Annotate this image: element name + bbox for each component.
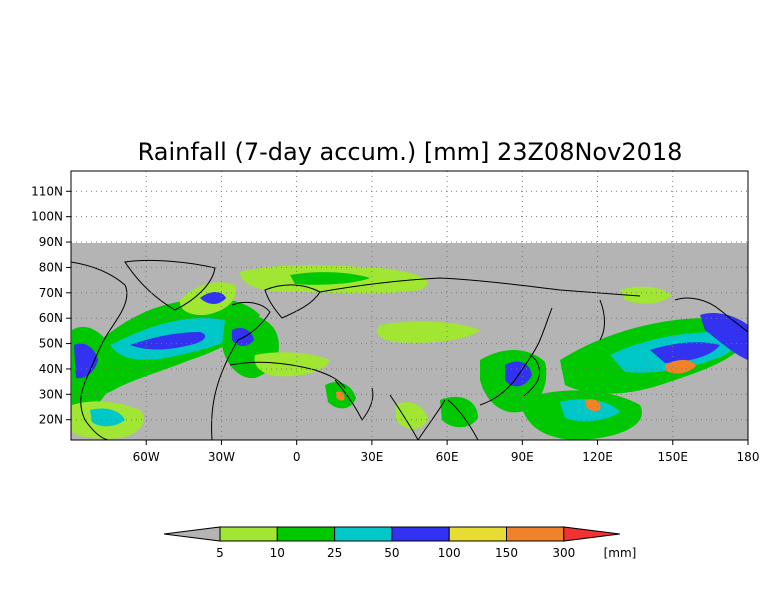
rain-region-caribbean-cyan	[90, 408, 125, 427]
coastline-india	[389, 394, 446, 440]
lon-tick-label: 60E	[436, 450, 459, 464]
colorbar-box	[448, 526, 508, 542]
lat-tick-label: 50N	[39, 337, 63, 351]
rain-region-mediterranean	[254, 352, 330, 377]
lat-tick-label: 110N	[31, 184, 63, 198]
colorbar: 5 10 25 50 100 150 300 [mm]	[163, 526, 637, 560]
lat-tick-label: 30N	[39, 387, 63, 401]
latitude-axis: 110N 100N 90N 80N 70N 60N 50N 40N 30N 20N	[31, 184, 71, 427]
coastline-europe-africa	[211, 301, 271, 440]
colorbar-label: 25	[327, 546, 342, 560]
rain-region-north-pacific-orange	[665, 359, 696, 374]
rain-region-central-asia	[376, 321, 480, 343]
map-title: Rainfall (7-day accum.) [mm] 23Z08Nov201…	[138, 138, 683, 166]
rain-region-arctic-green	[290, 272, 370, 285]
colorbar-box	[334, 526, 393, 542]
lat-tick-label: 60N	[39, 311, 63, 325]
plot-frame	[70, 170, 749, 441]
coastline-mediterranean	[229, 361, 346, 389]
lat-tick-label: 100N	[31, 210, 63, 224]
rainfall-field	[71, 259, 748, 440]
coastline-greenland	[124, 259, 216, 311]
longitude-axis: 60W30W030E60E90E120E150E180150W	[133, 440, 760, 464]
colorbar-box	[219, 526, 278, 542]
rain-region-nw-america	[700, 313, 748, 360]
lat-tick-label: 70N	[39, 286, 63, 300]
colorbar-box	[506, 526, 565, 542]
rain-region-iceland-blue	[200, 292, 226, 305]
colorbar-label: 10	[270, 546, 285, 560]
colorbar-label: 300	[552, 546, 575, 560]
plot-area	[70, 170, 749, 441]
plot-background	[71, 171, 748, 243]
coastline-kamchatka	[599, 299, 605, 341]
rain-region-bay-of-bengal	[440, 396, 478, 428]
lon-tick-label: 120E	[582, 450, 613, 464]
colorbar-label: 100	[438, 546, 461, 560]
lon-tick-label: 0	[293, 450, 301, 464]
coastline-se-asia	[447, 379, 516, 440]
lat-tick-label: 80N	[39, 260, 63, 274]
rain-region-west-pacific-cyan	[560, 399, 620, 422]
colorbar-low-cap	[163, 526, 221, 542]
coastline-japan	[523, 354, 541, 397]
lon-tick-label: 90E	[511, 450, 534, 464]
rain-region-north-atlantic-blue	[130, 332, 206, 350]
coastlines	[71, 259, 748, 440]
coastline-scandinavia	[264, 284, 321, 319]
lat-tick-label: 90N	[39, 235, 63, 249]
lat-tick-label: 20N	[39, 413, 63, 427]
coastline-north-america	[71, 261, 128, 440]
lon-tick-label: 30W	[208, 450, 235, 464]
rain-region-west-pacific-orange	[584, 399, 601, 411]
lon-tick-label: 30E	[360, 450, 383, 464]
colorbar-label: 5	[216, 546, 224, 560]
lon-tick-label: 150E	[658, 450, 689, 464]
rain-region-north-pacific-blue	[650, 342, 720, 363]
rain-region-bering	[620, 286, 672, 304]
coastline-eurasia-north	[319, 277, 641, 297]
colorbar-box	[391, 526, 450, 542]
lon-tick-label: 180	[737, 450, 760, 464]
rain-region-us-east-blue	[74, 343, 98, 379]
colorbar-high-cap	[563, 526, 620, 542]
lat-tick-label: 40N	[39, 362, 63, 376]
rain-region-india	[395, 402, 428, 429]
colorbar-label: 50	[384, 546, 399, 560]
coastline-east-asia	[514, 307, 553, 381]
rain-region-middle-east-orange	[335, 391, 345, 401]
colorbar-box	[276, 526, 336, 542]
colorbar-label: 150	[495, 546, 518, 560]
lon-tick-label: 60W	[133, 450, 160, 464]
colorbar-unit: [mm]	[604, 546, 637, 560]
coastline-alaska	[674, 297, 748, 333]
